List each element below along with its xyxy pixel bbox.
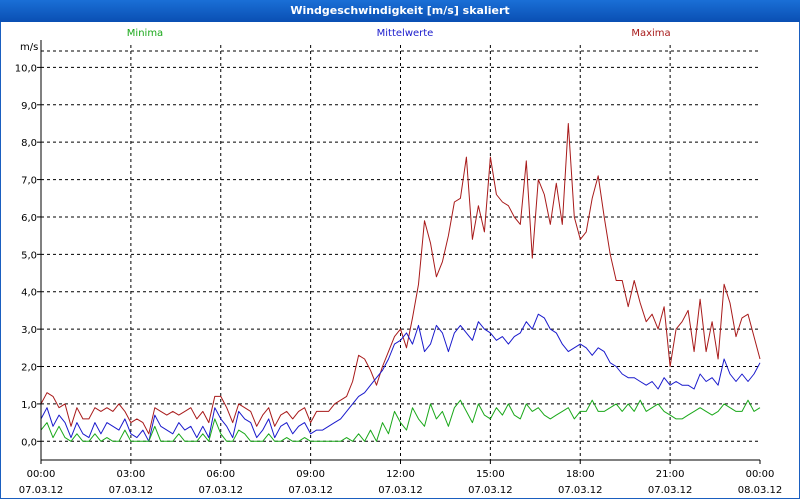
legend-maxima: Maxima xyxy=(631,28,670,39)
y-tick-label: 10,0 xyxy=(15,63,37,74)
x-tick-date: 07.03.12 xyxy=(19,485,64,496)
x-tick-date: 07.03.12 xyxy=(109,485,154,496)
y-tick-label: 8,0 xyxy=(21,138,37,149)
x-tick-date: 07.03.12 xyxy=(198,485,243,496)
x-tick-time: 12:00 xyxy=(386,469,415,480)
series-layer xyxy=(40,123,761,442)
x-tick-time: 09:00 xyxy=(296,469,325,480)
y-tick-label: 7,0 xyxy=(21,176,37,187)
x-tick-date: 08.03.12 xyxy=(738,485,783,496)
y-tick-label: 3,0 xyxy=(21,325,37,336)
y-tick-label: 1,0 xyxy=(21,400,37,411)
y-tick-label: 4,0 xyxy=(21,288,37,299)
y-tick-label: 6,0 xyxy=(21,213,37,224)
legend-minima: Minima xyxy=(127,28,163,39)
legend-mittelwerte: Mittelwerte xyxy=(377,28,434,39)
series-line-minima xyxy=(40,399,761,442)
x-tick-time: 03:00 xyxy=(116,469,145,480)
x-tick-date: 07.03.12 xyxy=(288,485,333,496)
x-tick-time: 00:00 xyxy=(27,469,56,480)
y-tick-label: 9,0 xyxy=(21,101,37,112)
x-tick-date: 07.03.12 xyxy=(378,485,423,496)
chart-title: Windgeschwindigkeit [m/s] skaliert xyxy=(0,0,800,22)
series-line-mittelwerte xyxy=(40,313,761,442)
x-tick-date: 07.03.12 xyxy=(648,485,693,496)
x-tick-date: 07.03.12 xyxy=(468,485,513,496)
x-tick-time: 00:00 xyxy=(746,469,775,480)
x-tick-time: 18:00 xyxy=(566,469,595,480)
x-tick-time: 21:00 xyxy=(656,469,685,480)
y-tick-label: 0,0 xyxy=(21,437,37,448)
x-tick-date: 07.03.12 xyxy=(558,485,603,496)
grid-lines xyxy=(41,45,760,460)
y-axis-unit-label: m/s xyxy=(20,42,38,53)
x-tick-time: 06:00 xyxy=(206,469,235,480)
y-tick-label: 2,0 xyxy=(21,363,37,374)
series-line-maxima xyxy=(40,123,761,435)
x-tick-time: 15:00 xyxy=(476,469,505,480)
y-tick-label: 5,0 xyxy=(21,250,37,261)
axis-ticks: 0,0 1,0 2,0 3,0 4,0 5,0 6,0 7,0 8,0 9,0 10,0 00:00 0… xyxy=(15,63,783,496)
